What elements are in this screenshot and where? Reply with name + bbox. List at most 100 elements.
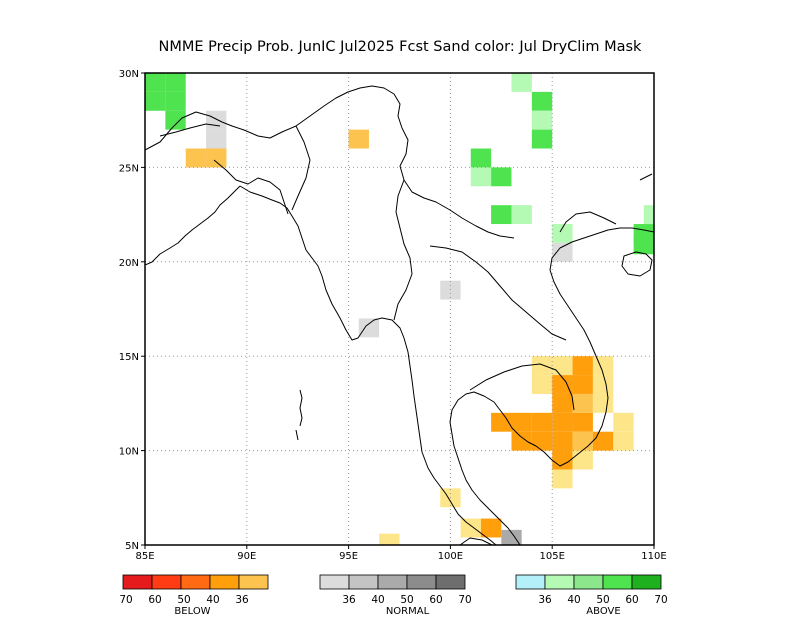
prob-cell-below_40 [531, 412, 553, 432]
prob-cell-below_40 [480, 518, 502, 538]
legend-swatch [515, 574, 546, 590]
prob-cell-below_40 [592, 431, 614, 451]
legend-category-label: ABOVE [586, 606, 620, 617]
legend-swatch [602, 574, 633, 590]
legend-category-label: NORMAL [386, 606, 430, 617]
legend-tick-label: 50 [596, 594, 609, 606]
y-tick-label: 25N [119, 163, 139, 174]
cambodia-border [469, 363, 575, 411]
prob-cell-sand [379, 533, 400, 545]
india-myanmar-border [291, 125, 311, 211]
legend-swatch [209, 574, 240, 590]
x-tick-label: 100E [438, 551, 463, 562]
prob-cell-sand [552, 469, 573, 489]
china-coast-hint [559, 211, 617, 233]
legend-tick-label: 60 [148, 594, 161, 606]
andaman-islands [295, 389, 303, 441]
prob-cell-below_40 [511, 412, 532, 432]
prob-cell-above_40 [643, 205, 654, 225]
y-tick-label: 20N [119, 258, 139, 269]
prob-cell-below_40 [572, 375, 593, 394]
malay-west-coastline [421, 451, 497, 545]
prob-cell-below_40 [511, 431, 532, 451]
legend-tick-label: 50 [177, 594, 190, 606]
prob-cell-below_40 [552, 450, 573, 470]
lat-lon-grid [145, 73, 654, 545]
bengal-myanmar-coastline [239, 185, 423, 453]
prob-cell-above_60 [633, 235, 654, 255]
prob-cell-below_40 [572, 412, 593, 432]
prob-cell-normal_36 [206, 129, 227, 149]
x-tick-label: 95E [339, 551, 358, 562]
prob-cell-above_60 [165, 91, 186, 111]
legend-tick-label: 70 [458, 594, 471, 606]
prob-cell-sand [592, 393, 614, 413]
legend-swatch [122, 574, 153, 590]
prob-cell-below_40 [531, 431, 553, 451]
legend-swatch [348, 574, 379, 590]
map-frame [144, 72, 655, 546]
legend-category-label: BELOW [174, 606, 210, 617]
thailand-laos-border [429, 245, 567, 341]
prob-cell-below_40 [491, 412, 512, 432]
y-tick-label: 10N [119, 447, 139, 458]
legend-swatch [573, 574, 604, 590]
coastlines-and-borders [145, 85, 654, 545]
india-coastline [145, 185, 241, 266]
prob-cell-above_60 [531, 91, 553, 111]
x-tick-label: 90E [237, 551, 256, 562]
prob-cell-sand [613, 412, 634, 432]
prob-cell-above_60 [531, 129, 553, 149]
prob-cell-above_40 [511, 73, 532, 92]
taiwan-strait-hint [639, 173, 653, 181]
prob-cell-below_40 [572, 356, 593, 376]
x-tick-label: 85E [135, 551, 154, 562]
prob-cell-normal_50 [501, 529, 522, 545]
prob-cell-below_36 [572, 393, 593, 413]
prob-cell-above_60 [470, 148, 492, 168]
legend-tick-label: 70 [119, 594, 132, 606]
prob-cell-below_40 [552, 375, 573, 394]
legend-swatch [544, 574, 575, 590]
legend-tick-label: 60 [625, 594, 638, 606]
nepal-border [159, 123, 221, 137]
prob-cell-below_40 [552, 412, 573, 432]
himalaya-border [145, 85, 403, 151]
legend-tick-label: 50 [400, 594, 413, 606]
legend-tick-label: 70 [654, 594, 667, 606]
prob-cell-sand [460, 518, 481, 538]
prob-cell-above_60 [491, 167, 512, 187]
prob-cell-below_40 [552, 431, 573, 451]
legend-swatch [377, 574, 408, 590]
prob-cell-above_40 [531, 110, 553, 130]
prob-cell-sand [572, 450, 593, 470]
gulf-of-thailand-coastline [449, 391, 537, 545]
legend-above: 36 40 50 60 70 ABOVE [515, 574, 668, 617]
prob-cell-below_36 [348, 129, 369, 149]
legend-tick-label: 40 [371, 594, 384, 606]
prob-cell-below_36 [206, 148, 227, 168]
prob-cell-sand [531, 356, 553, 376]
prob-cell-below_36 [185, 148, 207, 168]
vietnam-coastline [535, 227, 654, 467]
hainan-island [621, 251, 653, 277]
myanmar-china-border [399, 127, 515, 239]
legend-normal: 36 40 50 60 70 NORMAL [319, 574, 472, 617]
prob-cell-above_60 [145, 91, 166, 111]
prob-cell-above_60 [145, 73, 166, 92]
y-tick-label: 15N [119, 352, 139, 363]
prob-cell-normal_36 [440, 280, 461, 300]
legend-tick-label: 40 [567, 594, 580, 606]
legend-tick-label: 36 [235, 594, 249, 606]
legend-swatch [238, 574, 269, 590]
prob-cell-above_40 [470, 167, 492, 187]
prob-cell-above_40 [552, 224, 573, 243]
prob-cell-above_60 [165, 73, 186, 92]
bangladesh-border [213, 159, 289, 215]
legend-swatch [406, 574, 437, 590]
y-tick-label: 5N [125, 541, 139, 552]
legend-tick-label: 40 [206, 594, 219, 606]
x-tick-label: 110E [641, 551, 666, 562]
myanmar-thailand-border [393, 179, 413, 321]
